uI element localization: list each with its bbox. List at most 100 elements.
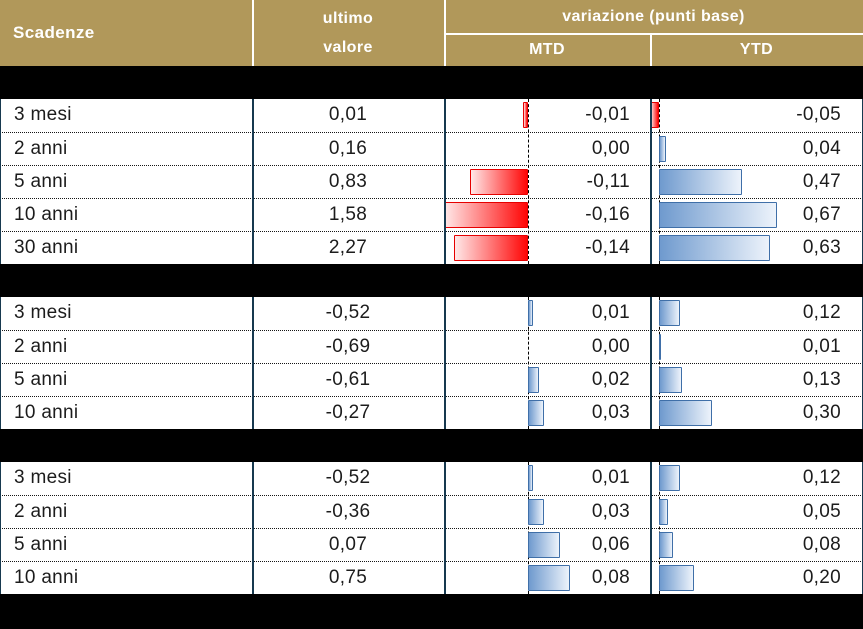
mtd-cell: 0,00 [444, 331, 650, 363]
mtd-cell: 0,01 [444, 297, 650, 330]
black-band-3 [0, 429, 863, 462]
column-divider [444, 99, 446, 264]
ytd-value: 0,13 [802, 369, 841, 390]
mtd-data-bar [528, 532, 560, 558]
ytd-cell: 0,47 [650, 166, 863, 198]
mtd-data-bar [528, 565, 570, 591]
ytd-data-bar [659, 202, 777, 228]
mtd-value: 0,02 [591, 369, 630, 390]
ytd-zero-axis [659, 462, 660, 594]
last-value: -0,52 [325, 302, 371, 323]
maturity-label: 5 anni [14, 171, 68, 192]
maturity-label: 3 mesi [14, 467, 72, 488]
table-row: 5 anni 0,83 -0,11 0,47 [0, 165, 863, 198]
mtd-cell: -0,01 [444, 99, 650, 132]
maturity-label: 30 anni [14, 237, 79, 258]
table-row: 2 anni -0,69 0,00 0,01 [0, 330, 863, 363]
maturity-label: 10 anni [14, 204, 79, 225]
ytd-value: 0,12 [802, 467, 841, 488]
mtd-value: -0,16 [585, 204, 630, 225]
maturity-label: 2 anni [14, 501, 68, 522]
mtd-value: -0,14 [585, 237, 630, 258]
mtd-cell: -0,16 [444, 199, 650, 231]
mtd-data-bar [523, 102, 528, 128]
column-divider [252, 462, 254, 594]
table-row: 3 mesi -0,52 0,01 0,12 [0, 462, 863, 495]
last-value: -0,52 [325, 467, 371, 488]
header-divider [650, 33, 652, 66]
table-row: 3 mesi -0,52 0,01 0,12 [0, 297, 863, 330]
header-ytd: YTD [739, 41, 774, 58]
ytd-cell: 0,63 [650, 232, 863, 264]
mtd-value: 0,00 [591, 336, 630, 357]
ytd-value: 0,67 [802, 204, 841, 225]
mtd-cell: 0,01 [444, 462, 650, 495]
maturity-label: 5 anni [14, 534, 68, 555]
mtd-value: 0,01 [591, 467, 630, 488]
ytd-data-bar [659, 532, 673, 558]
mtd-data-bar [444, 202, 528, 228]
header-ultimo: ultimo [322, 10, 374, 27]
ytd-data-bar [659, 235, 770, 261]
mtd-zero-axis [528, 297, 529, 429]
ytd-cell: 0,20 [650, 562, 863, 594]
maturity-label: 3 mesi [14, 104, 72, 125]
mtd-cell: 0,03 [444, 496, 650, 528]
black-band-4 [0, 594, 863, 629]
header-valore: valore [323, 39, 373, 56]
table-row: 10 anni 0,75 0,08 0,20 [0, 561, 863, 594]
black-band-1 [0, 66, 863, 99]
ytd-value: 0,30 [802, 402, 841, 423]
table-row: 30 anni 2,27 -0,14 0,63 [0, 231, 863, 264]
ytd-cell: 0,12 [650, 297, 863, 330]
ytd-cell: 0,13 [650, 364, 863, 396]
mtd-zero-axis [528, 99, 529, 264]
mtd-value: -0,11 [586, 171, 630, 192]
ytd-value: 0,47 [802, 171, 841, 192]
maturity-label: 10 anni [14, 402, 79, 423]
maturity-label: 2 anni [14, 138, 68, 159]
ytd-value: 0,01 [802, 336, 841, 357]
table-header: Scadenze ultimo valore variazione (punti… [0, 0, 863, 66]
table-row: 2 anni -0,36 0,03 0,05 [0, 495, 863, 528]
last-value: -0,27 [325, 402, 371, 423]
mtd-cell: 0,06 [444, 529, 650, 561]
column-divider [650, 297, 652, 429]
last-value: 0,01 [328, 104, 368, 125]
mtd-data-bar [454, 235, 528, 261]
mtd-zero-axis [528, 462, 529, 594]
header-divider [444, 33, 863, 35]
mtd-value: 0,03 [591, 402, 630, 423]
mtd-cell: -0,14 [444, 232, 650, 264]
mtd-value: 0,03 [591, 501, 630, 522]
column-divider [444, 297, 446, 429]
mtd-data-bar [528, 499, 544, 525]
mtd-value: 0,08 [591, 567, 630, 588]
yield-section-1: 3 mesi 0,01 -0,01 -0,05 2 anni 0,16 0,00… [0, 99, 863, 264]
last-value: -0,69 [325, 336, 371, 357]
yield-section-2: 3 mesi -0,52 0,01 0,12 2 anni -0,69 0,00… [0, 297, 863, 429]
ytd-cell: 0,08 [650, 529, 863, 561]
header-mtd: MTD [529, 41, 565, 58]
column-divider [444, 462, 446, 594]
ytd-value: 0,63 [802, 237, 841, 258]
maturity-label: 5 anni [14, 369, 68, 390]
table-row: 3 mesi 0,01 -0,01 -0,05 [0, 99, 863, 132]
ytd-data-bar [659, 367, 682, 393]
header-divider [252, 0, 254, 66]
last-value: 2,27 [328, 237, 368, 258]
ytd-value: 0,20 [802, 567, 841, 588]
ytd-data-bar [659, 136, 666, 162]
maturity-label: 3 mesi [14, 302, 72, 323]
mtd-data-bar [528, 300, 533, 326]
table-row: 10 anni -0,27 0,03 0,30 [0, 396, 863, 429]
table-row: 5 anni -0,61 0,02 0,13 [0, 363, 863, 396]
column-divider [0, 462, 1, 594]
mtd-value: 0,01 [591, 302, 630, 323]
mtd-cell: -0,11 [444, 166, 650, 198]
column-divider [0, 99, 1, 264]
ytd-data-bar [659, 465, 680, 491]
mtd-data-bar [528, 400, 544, 426]
mtd-data-bar [470, 169, 528, 195]
